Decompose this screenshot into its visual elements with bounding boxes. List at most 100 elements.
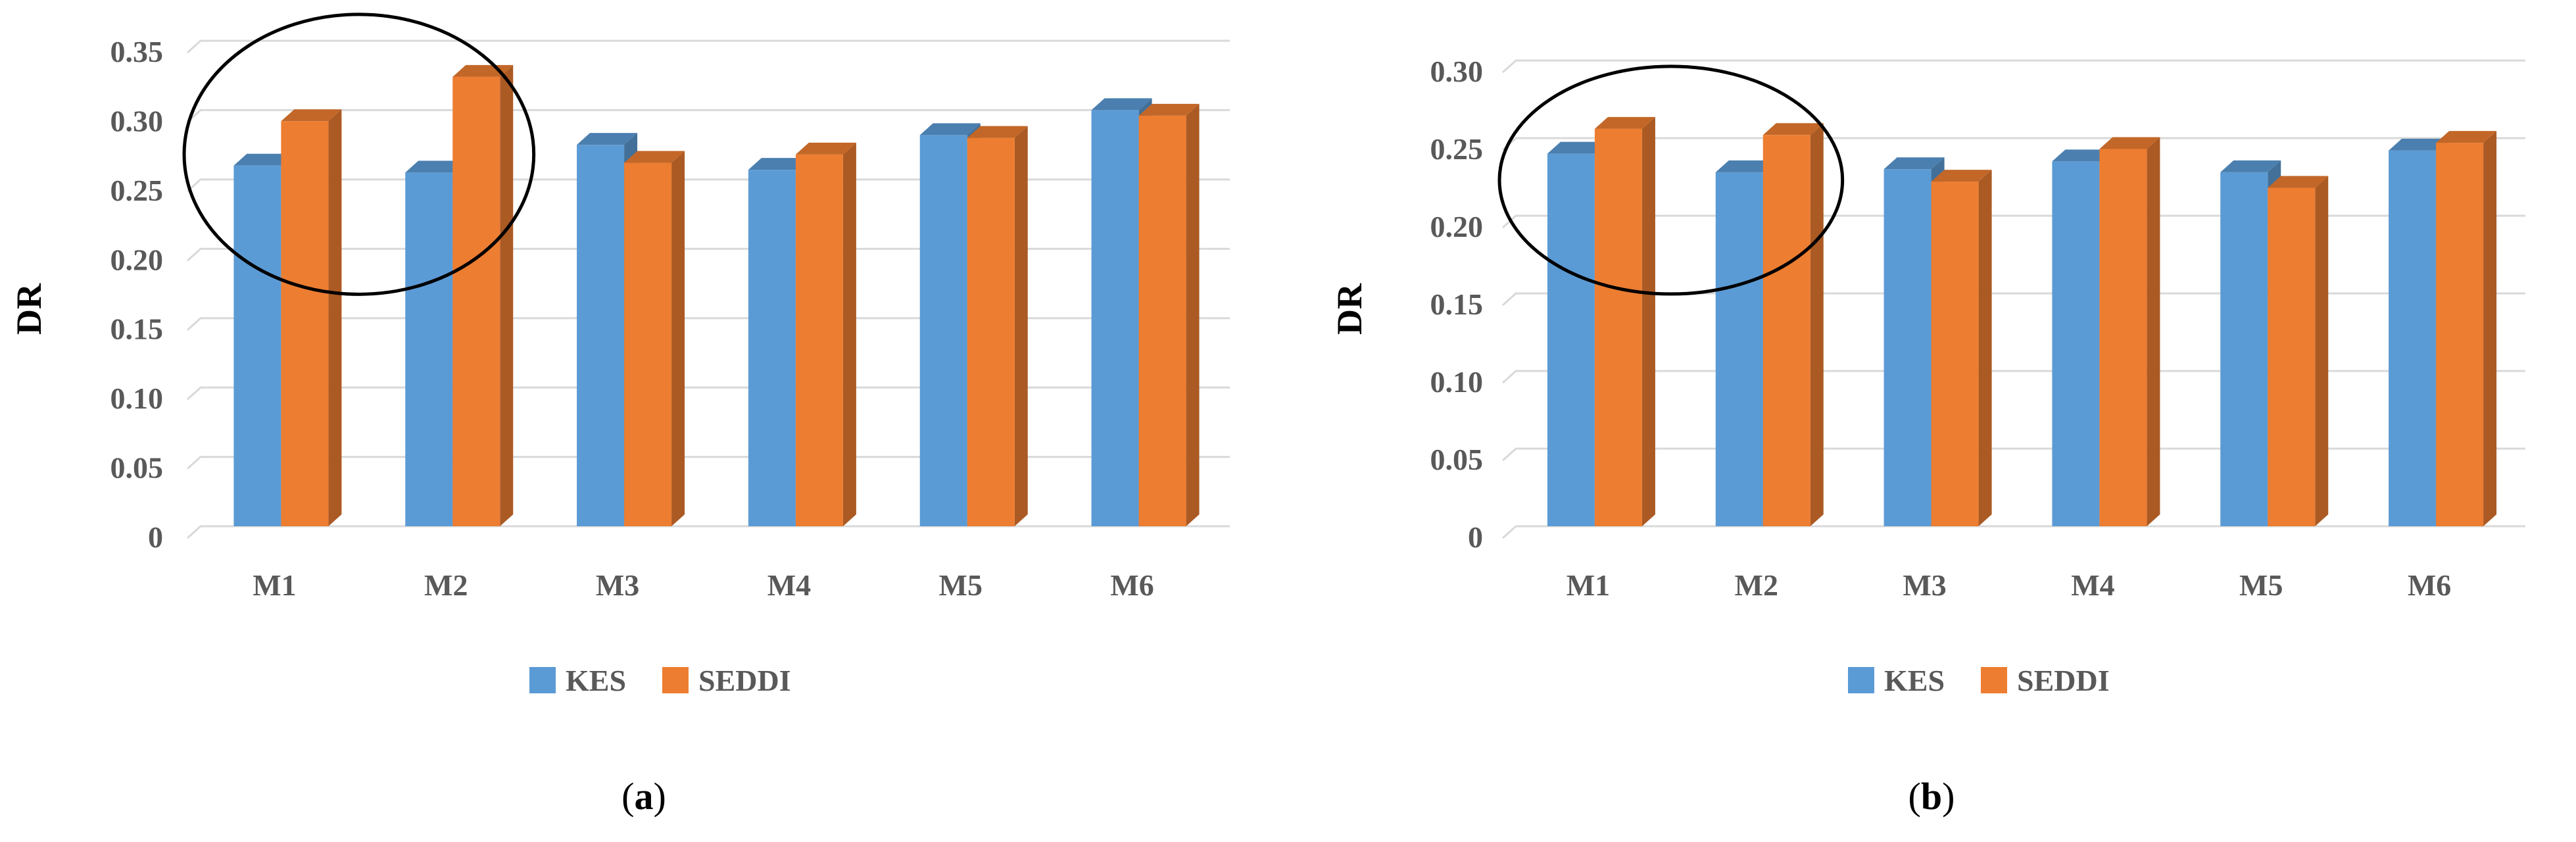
gridline xyxy=(186,39,1230,54)
y-tick-label: 0.30 xyxy=(110,104,164,137)
y-tick-label: 0.25 xyxy=(1430,132,1484,166)
bar-seddi-m1 xyxy=(281,109,342,527)
gridline xyxy=(186,386,1230,401)
legend-label-kes: KES xyxy=(566,664,626,697)
x-category-label: M2 xyxy=(1735,568,1778,602)
bar-seddi-m1 xyxy=(1594,116,1655,527)
bar-seddi-m6 xyxy=(1138,103,1200,526)
x-category-label: M5 xyxy=(2239,568,2283,602)
bar-top xyxy=(281,109,342,122)
bar-top xyxy=(624,151,685,163)
y-axis-title: DR xyxy=(1330,283,1369,335)
legend-swatch-seddi xyxy=(662,667,689,693)
bar-top xyxy=(1931,170,1992,182)
bar-front xyxy=(405,172,453,526)
bar-front xyxy=(2052,161,2100,526)
legend-label-seddi: SEDDI xyxy=(2017,664,2110,697)
bar-top xyxy=(919,123,981,136)
bar-seddi-m6 xyxy=(2436,131,2497,526)
bar-seddi-m5 xyxy=(2268,176,2329,526)
bar-side xyxy=(2315,176,2329,526)
gridline xyxy=(186,247,1230,262)
gridline xyxy=(1501,59,2525,74)
y-tick-label: 0.25 xyxy=(110,174,164,207)
bar-top xyxy=(2436,131,2497,143)
x-category-label: M1 xyxy=(253,568,296,602)
bar-front xyxy=(2389,150,2437,526)
bar-side xyxy=(328,109,342,527)
y-axis-title: DR xyxy=(9,283,49,335)
bar-front xyxy=(577,145,625,527)
bar-front xyxy=(919,135,967,526)
y-tick-label: 0.35 xyxy=(110,35,164,68)
gridline xyxy=(1501,137,2525,151)
bar-top xyxy=(2052,149,2113,162)
legend-swatch-seddi xyxy=(1981,667,2007,693)
x-category-label: M6 xyxy=(1110,568,1154,602)
gridline xyxy=(186,525,1230,539)
gridline xyxy=(1501,525,2525,539)
gridline xyxy=(1501,370,2525,384)
y-tick-label: 0.05 xyxy=(1430,443,1484,476)
bar-front xyxy=(281,121,329,527)
chart-panel-a: 0 0.05 0.10 0.15 0.20 0.25 0.30 0.35 DR M1 M2 M3 M4 M… xyxy=(9,12,1230,818)
legend-label-kes: KES xyxy=(1884,664,1945,697)
bar-front xyxy=(2220,172,2268,526)
x-category-label: M3 xyxy=(596,568,639,602)
bar-side xyxy=(2483,131,2497,526)
gridline xyxy=(186,317,1230,331)
bar-side xyxy=(2147,137,2160,526)
y-tick-label: 0.20 xyxy=(110,243,164,276)
y-tick-label: 0.10 xyxy=(110,382,164,415)
bar-top xyxy=(795,142,856,155)
bar-side xyxy=(500,64,514,526)
chart-panel-b: 0 0.05 0.10 0.15 0.20 0.25 0.30 DR M1 M2 M3 M4 M5 M6 K… xyxy=(1288,0,2575,842)
bar-seddi-m4 xyxy=(2099,137,2160,526)
bar-front xyxy=(1931,182,1979,527)
bar-front xyxy=(624,162,672,526)
gridline xyxy=(186,178,1230,192)
bar-front xyxy=(2099,149,2147,526)
gridlines xyxy=(1501,59,2525,539)
bar-top xyxy=(2268,176,2329,188)
y-tick-label: 0.15 xyxy=(110,312,164,346)
bar-top xyxy=(1715,160,1776,172)
bar-top xyxy=(748,158,809,170)
bar-top xyxy=(1547,141,1608,154)
gridlines xyxy=(186,39,1230,539)
y-tick-label: 0.15 xyxy=(1430,287,1484,321)
gridline xyxy=(1501,292,2525,307)
bar-top xyxy=(967,126,1028,138)
gridline xyxy=(186,109,1230,123)
bar-top xyxy=(1138,103,1200,116)
bar-side xyxy=(1810,123,1824,526)
highlight-ellipse xyxy=(182,12,536,296)
y-tick-label: 0.05 xyxy=(110,451,164,485)
bar-top xyxy=(405,161,466,173)
bar-front xyxy=(1091,110,1139,526)
bar-seddi-m2 xyxy=(1762,123,1824,526)
bar-seddi-m4 xyxy=(795,142,856,527)
bar-side xyxy=(1014,126,1028,527)
bar-front xyxy=(1138,115,1186,526)
x-category-label: M2 xyxy=(424,568,468,602)
panel-caption: (b) xyxy=(1908,775,1955,818)
gridline xyxy=(1501,214,2525,229)
bar-top xyxy=(1091,98,1152,111)
bar-top xyxy=(577,133,638,145)
bar-top xyxy=(1594,116,1655,129)
bar-top xyxy=(2220,160,2281,172)
bar-front xyxy=(967,137,1015,527)
x-category-label: M3 xyxy=(1903,568,1946,602)
bar-front xyxy=(2268,187,2316,526)
bar-front xyxy=(452,76,500,526)
bar-chart-a: 0 0.05 0.10 0.15 0.20 0.25 0.30 0.35 DR M1 M2 M3 M4 M… xyxy=(9,12,1230,818)
panel-caption: (a) xyxy=(621,775,666,818)
bar-front xyxy=(1547,153,1595,527)
bar-chart-b: 0 0.05 0.10 0.15 0.20 0.25 0.30 DR M1 M2 M3 M4 M5 M6 K… xyxy=(1330,55,2525,818)
y-tick-label: 0.20 xyxy=(1430,210,1484,243)
bar-seddi-m5 xyxy=(967,126,1028,527)
bar-top xyxy=(233,153,295,166)
bar-seddi-m3 xyxy=(1931,170,1992,527)
x-category-label: M6 xyxy=(2408,568,2451,602)
